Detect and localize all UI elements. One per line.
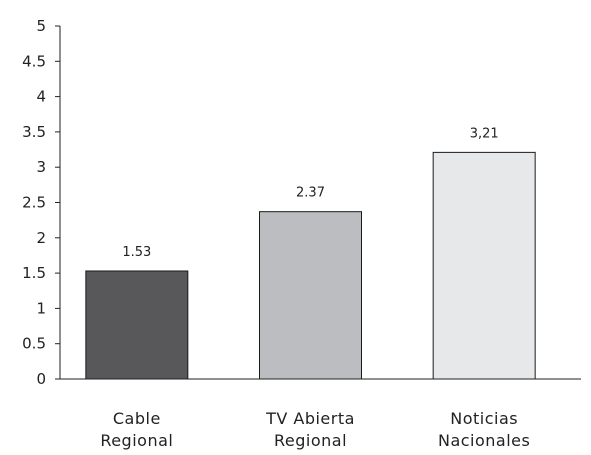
y-tick-label: 0 — [36, 370, 46, 388]
x-axis: Cable Regional TV Abierta Regional Noticias N… — [60, 378, 581, 450]
x-category-label: Noticias — [450, 409, 518, 428]
data-label: 2.37 — [296, 186, 325, 201]
y-tick-label: 2.5 — [22, 194, 46, 212]
y-tick-label: 5 — [36, 17, 46, 35]
y-tick-label: 3.5 — [22, 123, 46, 141]
y-axis: 0 0.5 1 1.5 2 2.5 3 3.5 4 4.5 5 — [22, 17, 61, 388]
x-category-label: Nacionales — [438, 431, 530, 450]
x-category-label: TV Abierta — [265, 409, 355, 428]
x-category-label: Regional — [100, 431, 173, 450]
y-tick-label: 3 — [36, 158, 46, 176]
y-tick-label: 1.5 — [22, 264, 46, 282]
y-tick-label: 2 — [36, 229, 46, 247]
bar — [259, 211, 362, 380]
y-tick-label: 4.5 — [22, 52, 46, 70]
y-tick-label: 0.5 — [22, 335, 46, 353]
bar — [85, 270, 189, 380]
x-category-label: Regional — [274, 431, 347, 450]
y-tick-label: 4 — [36, 88, 46, 106]
bars: 1.53 2.37 3,21 — [85, 126, 536, 380]
data-label: 1.53 — [122, 245, 151, 260]
x-category-label: Cable — [113, 409, 161, 428]
y-tick-label: 1 — [36, 299, 46, 317]
bar — [432, 151, 536, 380]
data-label: 3,21 — [470, 126, 499, 141]
